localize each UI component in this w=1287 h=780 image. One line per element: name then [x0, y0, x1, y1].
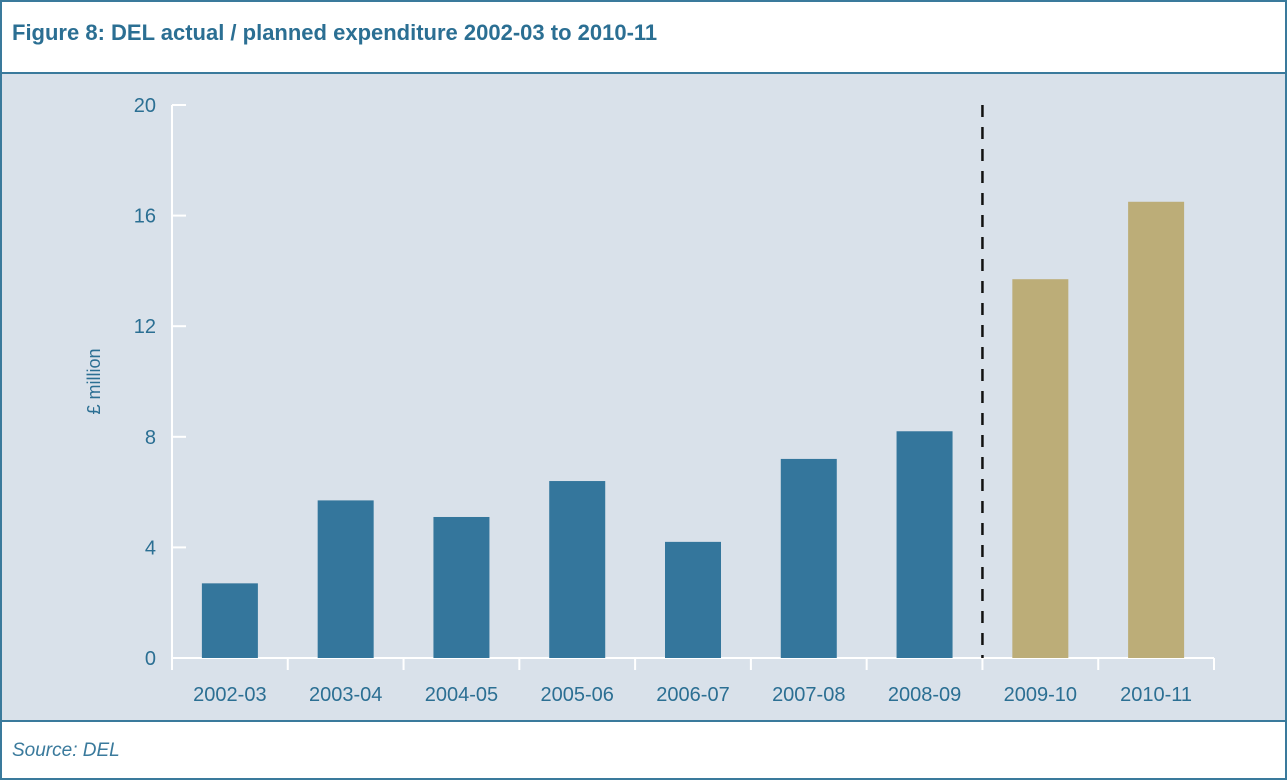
x-tick-label: 2009-10 [1004, 684, 1077, 706]
x-tick-label: 2006-07 [656, 684, 729, 706]
title-bar: Figure 8: DEL actual / planned expenditu… [2, 2, 1285, 74]
x-tick-label: 2003-04 [309, 684, 382, 706]
chart-title: Figure 8: DEL actual / planned expenditu… [12, 20, 658, 45]
y-tick-label: 4 [145, 537, 156, 559]
y-tick-label: 20 [134, 95, 156, 117]
x-tick-label: 2007-08 [772, 684, 845, 706]
bar-2008-09 [896, 431, 953, 658]
bar-2005-06 [549, 481, 606, 658]
plot-area: 0 4 8 12 16 20 £ million 2002-03 2003-04 2004-05 2… [2, 74, 1285, 720]
bar-2010-11 [1128, 201, 1185, 658]
source-note: Source: DEL [12, 740, 120, 761]
bar-2003-04 [317, 500, 374, 658]
x-tick-label: 2008-09 [888, 684, 961, 706]
bar-2002-03 [201, 583, 258, 658]
x-tick-label: 2005-06 [541, 684, 614, 706]
y-tick-label: 16 [134, 206, 156, 228]
y-tick-label: 8 [145, 427, 156, 449]
y-axis-label: £ million [84, 348, 104, 414]
y-tick-label: 12 [134, 316, 156, 338]
x-tick-label: 2002-03 [193, 684, 266, 706]
bar-2004-05 [433, 516, 490, 658]
y-tick-label: 0 [145, 648, 156, 670]
bar-chart: 0 4 8 12 16 20 £ million 2002-03 2003-04 2004-05 2… [84, 95, 1215, 706]
bar-2007-08 [780, 458, 837, 658]
x-tick-label: 2004-05 [425, 684, 498, 706]
bar-2009-10 [1012, 279, 1069, 658]
x-tick-label: 2010-11 [1120, 684, 1192, 706]
bar-2006-07 [665, 541, 721, 658]
source-bar: Source: DEL [2, 720, 1285, 778]
